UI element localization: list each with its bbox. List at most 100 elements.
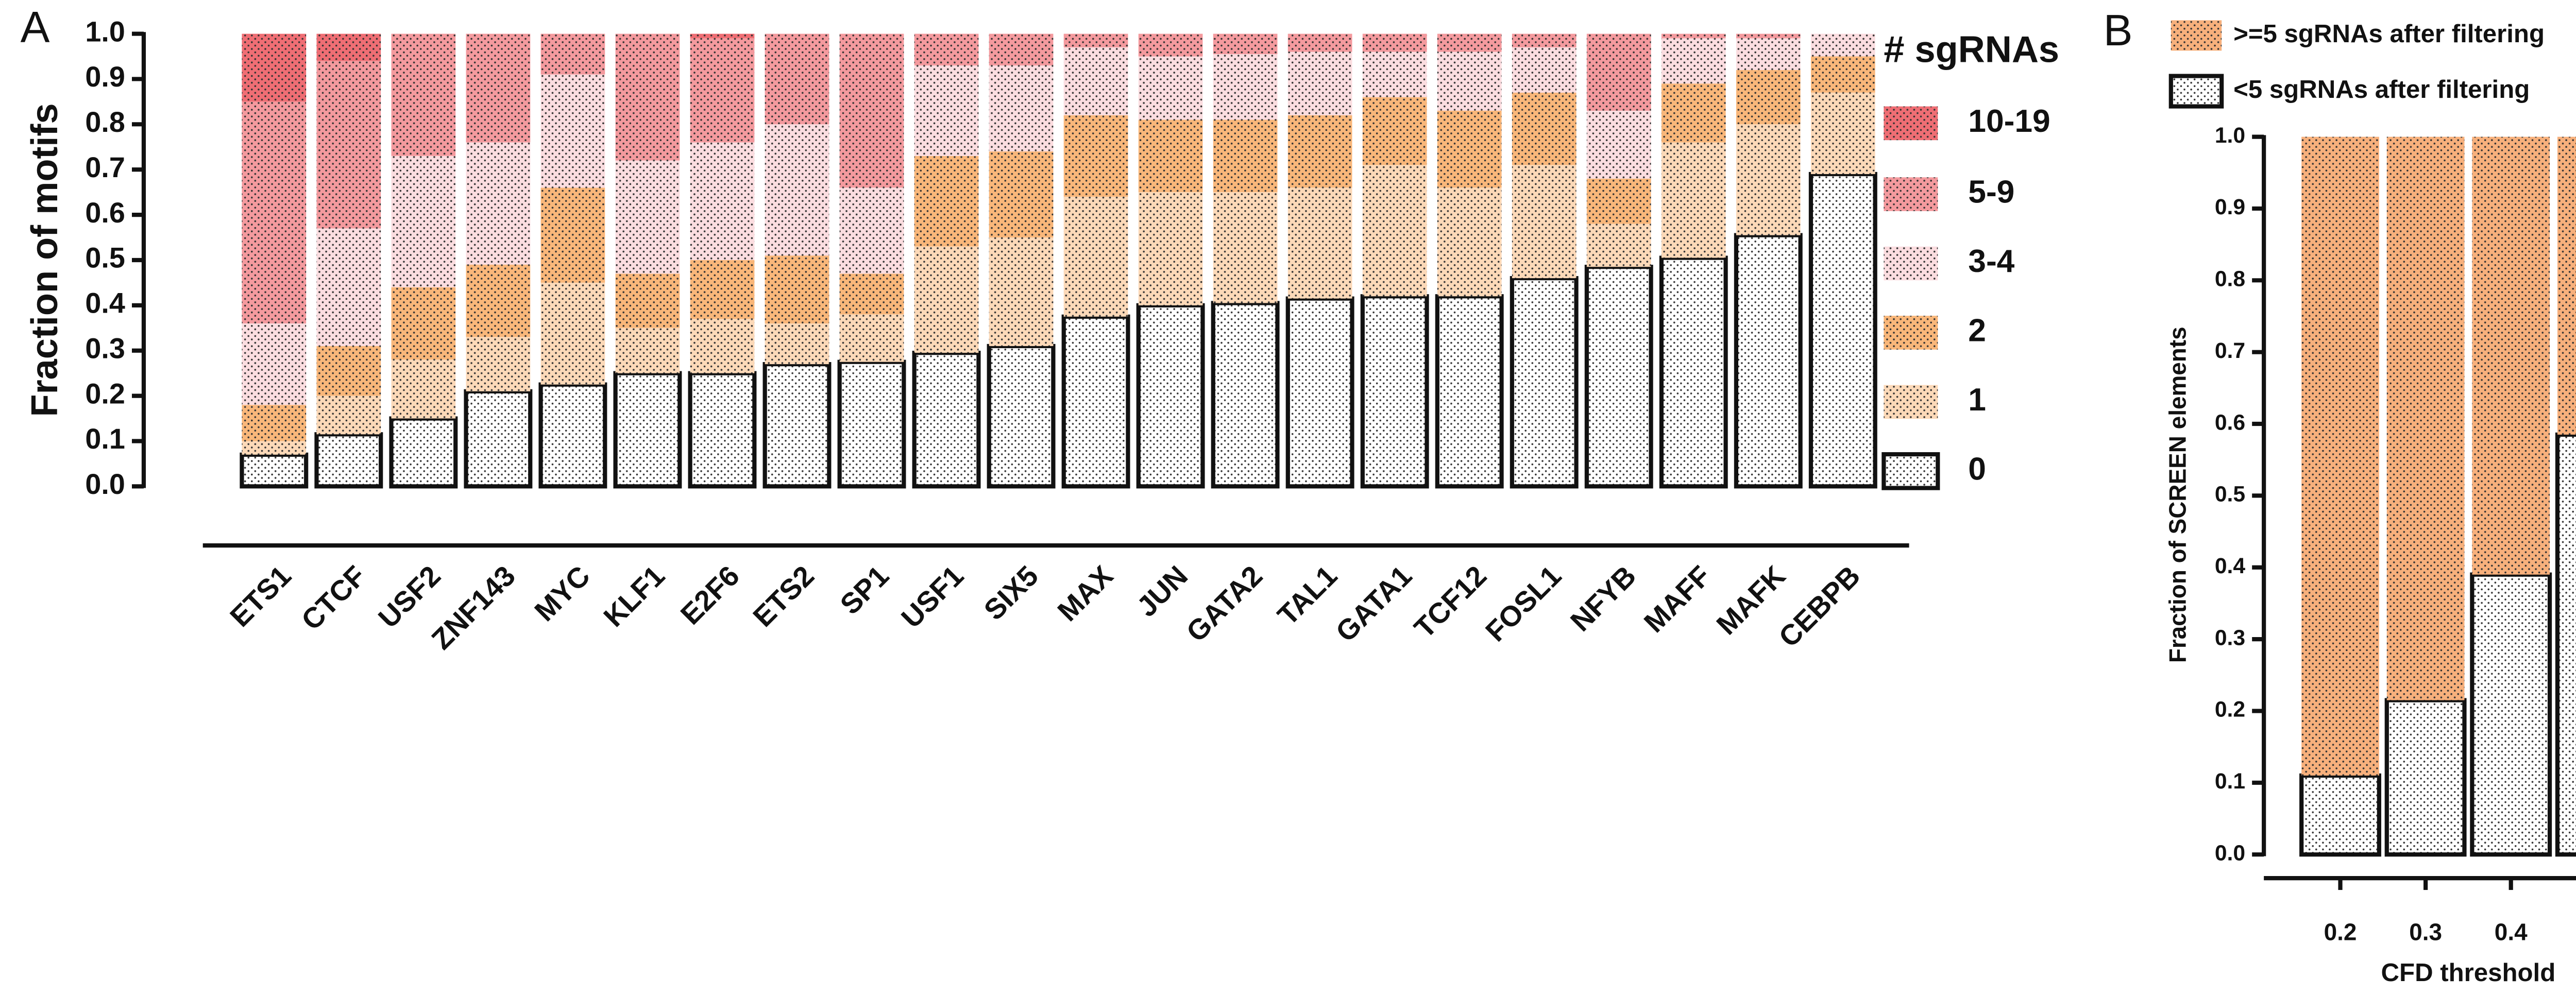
bar-segment bbox=[540, 187, 605, 283]
y-tick-label: 0.7 bbox=[2215, 338, 2245, 363]
bar-segment bbox=[1808, 171, 1877, 489]
x-tick-label: GATA2 bbox=[1180, 560, 1269, 648]
bar-segment bbox=[1362, 97, 1427, 165]
bar-segment bbox=[989, 237, 1054, 346]
legend-swatch bbox=[1884, 177, 1938, 211]
legend-label: 10-19 bbox=[1968, 104, 2050, 139]
bar-segment bbox=[1063, 33, 1128, 47]
y-tick-label: 0.3 bbox=[85, 332, 125, 364]
bar-segment bbox=[1213, 54, 1278, 120]
bar-segment bbox=[1437, 110, 1502, 188]
legend-swatch bbox=[1884, 246, 1938, 281]
y-tick-label: 0.6 bbox=[2215, 410, 2245, 435]
bar-segment bbox=[466, 33, 531, 143]
bar-segment bbox=[316, 396, 381, 435]
bar-segment bbox=[1661, 38, 1726, 84]
x-tick-label: MYC bbox=[529, 560, 596, 627]
legend-swatch bbox=[1884, 106, 1938, 141]
bar-segment bbox=[464, 389, 533, 489]
bar-segment bbox=[1437, 52, 1502, 111]
x-tick-label: ETS2 bbox=[747, 560, 820, 633]
bar-segment bbox=[1287, 187, 1352, 299]
bar-segment bbox=[615, 273, 680, 328]
y-axis-label: Fraction of SCREEN elements bbox=[2164, 327, 2191, 663]
y-tick-label: 0.1 bbox=[85, 423, 125, 455]
legend-label: <5 sgRNAs after filtering bbox=[2233, 75, 2530, 104]
bar-segment bbox=[1661, 142, 1726, 258]
legend-label: 3-4 bbox=[1968, 244, 2014, 279]
x-tick-label: CEBPB bbox=[1773, 560, 1867, 654]
legend-swatch bbox=[1884, 316, 1938, 350]
bar-segment bbox=[1810, 92, 1875, 175]
legend-label: 0 bbox=[1968, 451, 1986, 487]
bar-segment bbox=[989, 33, 1054, 66]
bar-segment bbox=[1138, 119, 1203, 193]
bar-segment bbox=[765, 255, 829, 323]
y-axis-label: Fraction of motifs bbox=[24, 103, 65, 417]
legend-label: 2 bbox=[1968, 313, 1986, 348]
bar-segment bbox=[240, 452, 309, 489]
bar-segment bbox=[839, 314, 904, 362]
x-tick-label: TAL1 bbox=[1272, 560, 1343, 631]
y-tick-label: 0.0 bbox=[85, 468, 125, 500]
bar-segment bbox=[1061, 314, 1130, 489]
bar-segment bbox=[690, 33, 755, 39]
bar-segment bbox=[987, 344, 1056, 489]
bar-segment bbox=[1586, 33, 1651, 111]
y-tick-label: 0.8 bbox=[2215, 267, 2245, 291]
legend-label: 5-9 bbox=[1968, 175, 2014, 210]
bar-segment bbox=[540, 74, 605, 188]
bar-segment bbox=[1435, 294, 1504, 489]
bar-segment bbox=[1138, 56, 1203, 120]
panel-label: B bbox=[2104, 6, 2133, 55]
y-tick-label: 0.9 bbox=[2215, 195, 2245, 219]
y-tick-label: 0.6 bbox=[85, 197, 125, 229]
bar-segment bbox=[466, 264, 531, 337]
bar-segment bbox=[1063, 115, 1128, 197]
bar-segment bbox=[615, 328, 680, 373]
bar-segment bbox=[1285, 296, 1354, 489]
bar-segment bbox=[690, 38, 755, 143]
bar-segment bbox=[2301, 136, 2379, 776]
bar-segment bbox=[1736, 33, 1801, 39]
y-tick-label: 0.0 bbox=[2215, 840, 2245, 865]
x-tick-label: CTCF bbox=[295, 560, 372, 637]
x-tick-label: 0.4 bbox=[2495, 918, 2528, 945]
bar-segment bbox=[1586, 178, 1651, 224]
bar-segment bbox=[989, 151, 1054, 238]
bar-segment bbox=[839, 273, 904, 315]
bar-segment bbox=[1810, 33, 1875, 57]
legend-label: 1 bbox=[1968, 382, 1986, 418]
bar-segment bbox=[316, 346, 381, 396]
y-tick-label: 0.2 bbox=[2215, 697, 2245, 722]
x-tick-label: SIX5 bbox=[978, 560, 1044, 626]
x-tick-label: USF1 bbox=[895, 560, 970, 634]
bar-segment bbox=[242, 101, 307, 323]
x-tick-label: JUN bbox=[1131, 560, 1194, 623]
bar-segment bbox=[1211, 301, 1280, 489]
bar-segment bbox=[1810, 56, 1875, 93]
y-tick-label: 0.4 bbox=[85, 287, 125, 319]
x-tick-label: KLF1 bbox=[598, 560, 671, 633]
x-tick-label: MAFF bbox=[1638, 560, 1717, 639]
bar-segment bbox=[912, 351, 981, 489]
x-tick-label: E2F6 bbox=[674, 560, 745, 631]
bar-segment bbox=[1584, 265, 1653, 489]
y-tick-label: 0.3 bbox=[2215, 625, 2245, 650]
bar-segment bbox=[2555, 432, 2576, 857]
bar-segment bbox=[1362, 165, 1427, 297]
bar-segment bbox=[615, 160, 680, 274]
bar-segment bbox=[316, 61, 381, 229]
legend-swatch bbox=[2171, 20, 2222, 51]
bar-segment bbox=[1512, 92, 1577, 165]
bar-segment bbox=[242, 441, 307, 455]
bar-segment bbox=[391, 156, 456, 287]
bar-segment bbox=[914, 156, 979, 247]
bar-segment bbox=[1437, 187, 1502, 297]
bar-segment bbox=[1512, 165, 1577, 279]
x-tick-label: SP1 bbox=[834, 560, 895, 621]
bar-segment bbox=[540, 33, 605, 75]
bar-segment bbox=[1063, 47, 1128, 115]
bar-segment bbox=[690, 260, 755, 319]
